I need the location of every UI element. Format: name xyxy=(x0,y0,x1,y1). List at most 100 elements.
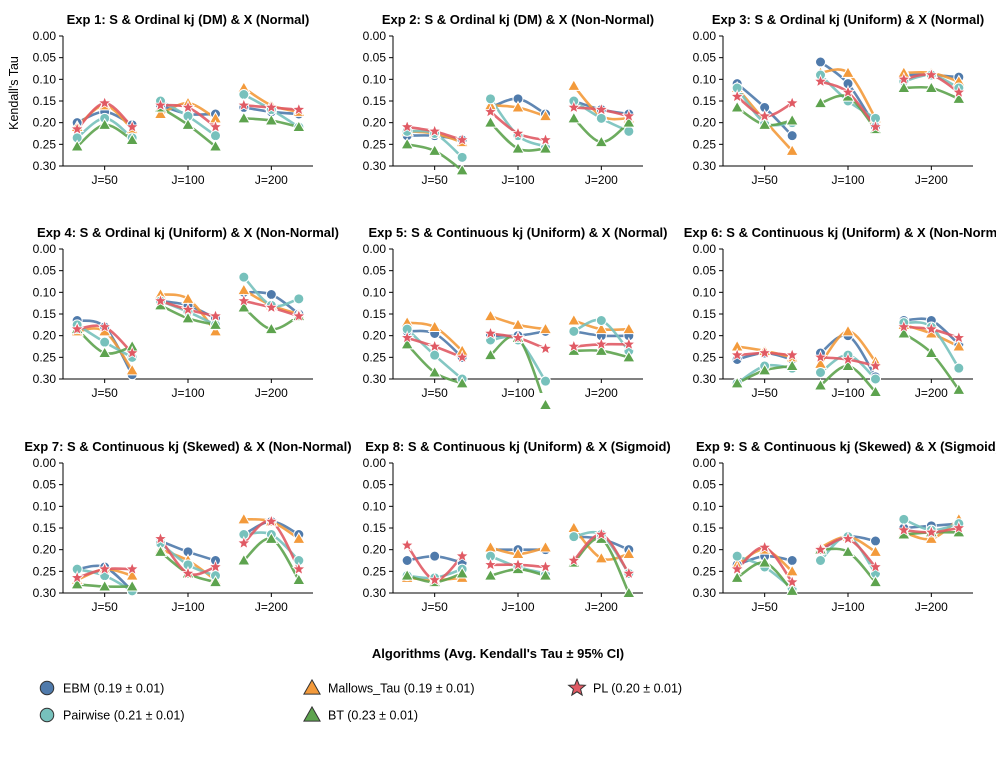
subplot-3: Exp 3: S & Ordinal kj (Uniform) & X (Nor… xyxy=(693,12,985,187)
y-tick-label: 0.10 xyxy=(363,285,387,299)
x-tick-label: J=100 xyxy=(501,386,534,400)
x-tick-label: J=50 xyxy=(421,173,448,187)
data-point-bt xyxy=(483,348,498,361)
data-point-bt xyxy=(236,553,251,566)
data-point-bt xyxy=(264,113,279,126)
data-point-pl xyxy=(236,293,252,308)
x-tick-label: J=200 xyxy=(255,173,288,187)
data-point-bt xyxy=(236,300,251,313)
y-tick-label: 0.05 xyxy=(33,478,57,492)
data-point-bt xyxy=(566,111,581,124)
data-point-pl xyxy=(594,102,609,116)
data-point-pl xyxy=(264,513,279,528)
data-point-bt xyxy=(730,570,745,583)
data-point-mallows_tau xyxy=(841,65,855,78)
y-tick-label: 0.00 xyxy=(363,456,387,470)
data-point-pairwise xyxy=(623,125,635,137)
data-point-pl xyxy=(813,349,828,364)
y-tick-label: 0.20 xyxy=(363,116,387,130)
data-point-bt xyxy=(125,579,140,592)
y-tick-label: 0.10 xyxy=(693,72,717,86)
data-point-pl xyxy=(924,524,939,539)
data-point-mallows_tau xyxy=(483,309,498,322)
y-tick-label: 0.25 xyxy=(363,137,387,151)
data-point-bt xyxy=(181,117,195,130)
subplot-4: Exp 4: S & Ordinal kj (Uniform) & X (Non… xyxy=(33,225,339,400)
x-tick-label: J=50 xyxy=(91,173,118,187)
data-point-pl xyxy=(180,302,196,316)
y-tick-label: 0.30 xyxy=(33,372,57,386)
legend-label: BT (0.23 ± 0.01) xyxy=(328,709,418,723)
series-line-bt xyxy=(242,537,301,582)
data-point-pairwise xyxy=(595,315,607,326)
y-tick-label: 0.05 xyxy=(33,51,57,65)
data-point-bt xyxy=(538,141,553,154)
data-point-pl xyxy=(924,321,939,336)
data-point-pl xyxy=(399,119,415,134)
data-point-pl xyxy=(153,293,168,308)
data-point-pl xyxy=(951,84,967,99)
data-point-pairwise xyxy=(595,112,607,124)
data-point-bt xyxy=(70,577,85,590)
data-point-mallows_tau xyxy=(153,106,168,119)
y-tick-label: 0.25 xyxy=(33,137,57,151)
data-point-pl xyxy=(924,67,939,82)
y-tick-label: 0.30 xyxy=(693,372,717,386)
x-tick-label: J=200 xyxy=(255,386,288,400)
data-point-pl xyxy=(153,531,168,545)
plot-title: Exp 2: S & Ordinal kj (DM) & X (Non-Norm… xyxy=(382,12,654,27)
y-tick-label: 0.05 xyxy=(693,478,717,492)
data-point-bt xyxy=(264,531,279,544)
data-point-pl xyxy=(454,548,470,563)
y-tick-label: 0.25 xyxy=(363,564,387,578)
data-point-bt xyxy=(236,111,251,124)
data-point-bt xyxy=(70,139,85,152)
x-tick-label: J=100 xyxy=(501,600,534,614)
data-point-bt xyxy=(511,141,525,154)
y-tick-label: 0.20 xyxy=(363,543,387,557)
data-point-bt xyxy=(594,135,609,148)
data-point-pl xyxy=(729,347,745,362)
data-point-mallows_tau xyxy=(538,322,553,335)
data-point-pl xyxy=(264,99,279,114)
legend-marker-pairwise xyxy=(39,707,55,723)
data-point-pl xyxy=(291,102,307,116)
data-point-pl xyxy=(264,299,279,314)
data-point-pl xyxy=(124,119,140,134)
y-tick-label: 0.10 xyxy=(33,499,57,513)
y-tick-label: 0.30 xyxy=(693,586,717,600)
data-point-pl xyxy=(784,95,800,110)
data-point-pairwise xyxy=(456,151,468,163)
data-point-mallows_tau xyxy=(924,531,939,544)
y-tick-label: 0.30 xyxy=(363,372,387,386)
y-tick-label: 0.05 xyxy=(363,264,387,278)
data-point-bt xyxy=(208,139,223,152)
data-point-pl xyxy=(566,338,582,353)
data-point-pairwise xyxy=(568,531,580,543)
y-tick-label: 0.15 xyxy=(693,94,717,108)
data-point-bt xyxy=(757,363,772,376)
x-tick-label: J=200 xyxy=(585,386,618,400)
data-point-bt xyxy=(785,358,800,371)
data-point-bt xyxy=(730,376,745,389)
data-point-pairwise xyxy=(238,271,250,283)
data-point-mallows_tau xyxy=(566,78,581,91)
data-point-mallows_tau xyxy=(594,322,609,335)
y-tick-label: 0.10 xyxy=(33,285,57,299)
data-point-pairwise xyxy=(731,550,743,562)
data-point-pl xyxy=(896,522,912,537)
data-point-bt xyxy=(621,350,636,363)
x-tick-label: J=100 xyxy=(831,600,864,614)
y-tick-label: 0.10 xyxy=(693,499,717,513)
data-point-pl xyxy=(236,535,252,550)
data-point-bt xyxy=(785,113,800,126)
x-tick-label: J=50 xyxy=(751,386,778,400)
data-point-mallows_tau xyxy=(566,313,581,326)
data-point-bt xyxy=(594,343,609,356)
y-tick-label: 0.30 xyxy=(33,586,57,600)
y-tick-label: 0.00 xyxy=(363,242,387,256)
legend-marker-ebm xyxy=(39,680,55,696)
data-point-mallows_tau xyxy=(208,324,223,337)
data-point-pl xyxy=(594,336,609,351)
